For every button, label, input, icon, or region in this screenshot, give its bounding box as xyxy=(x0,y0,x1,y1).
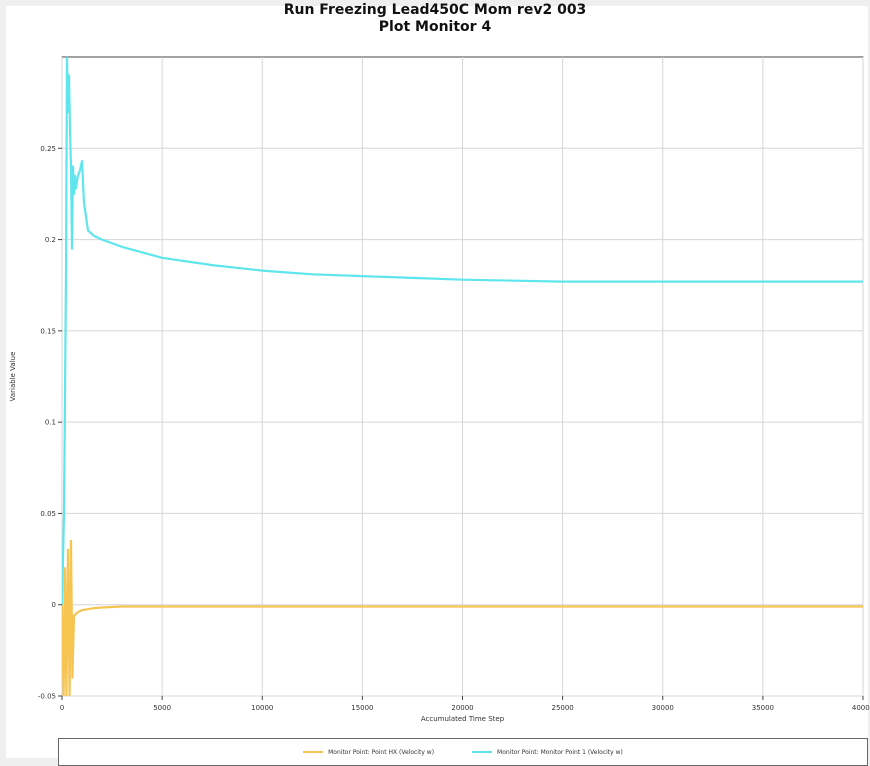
y-tick-label: 0.25 xyxy=(40,145,56,153)
y-tick-label: 0.1 xyxy=(45,419,56,427)
y-tick-label: 0.15 xyxy=(40,327,56,335)
y-tick-label: 0.05 xyxy=(40,510,56,518)
chart-subtitle: Plot Monitor 4 xyxy=(378,19,492,35)
legend-label-mp1: Monitor Point: Monitor Point 1 (Velocity… xyxy=(497,748,623,756)
series-line-point-hx xyxy=(62,539,863,696)
legend-item-mp1: Monitor Point: Monitor Point 1 (Velocity… xyxy=(472,749,623,756)
y-tick-label: 0 xyxy=(52,601,56,609)
x-tick-label: 0 xyxy=(60,704,64,712)
x-axis-label: Accumulated Time Step xyxy=(421,715,505,723)
chart-title: Run Freezing Lead450C Mom rev2 003 xyxy=(283,2,587,18)
y-tick-label: 0.2 xyxy=(45,236,56,244)
x-tick-label: 10000 xyxy=(251,704,273,712)
legend-swatch-hx xyxy=(303,751,324,753)
y-axis-label: Variable Value xyxy=(9,352,17,402)
legend-swatch-mp1 xyxy=(472,751,493,753)
y-tick-label: -0.05 xyxy=(38,693,56,701)
x-tick-label: 25000 xyxy=(551,704,573,712)
x-tick-label: 35000 xyxy=(752,704,774,712)
legend-item-hx: Monitor Point: Point HX (Velocity w) xyxy=(303,749,434,756)
series-line-monitor-point-1 xyxy=(62,57,863,605)
legend-label-hx: Monitor Point: Point HX (Velocity w) xyxy=(328,748,435,756)
legend: Monitor Point: Point HX (Velocity w) Mon… xyxy=(58,738,868,766)
chart-title-block: Run Freezing Lead450C Mom rev2 003 Plot … xyxy=(0,2,870,36)
x-tick-label: 40000 xyxy=(852,704,870,712)
x-tick-label: 15000 xyxy=(351,704,373,712)
x-tick-label: 30000 xyxy=(652,704,674,712)
x-tick-label: 20000 xyxy=(451,704,473,712)
x-tick-label: 5000 xyxy=(153,704,171,712)
